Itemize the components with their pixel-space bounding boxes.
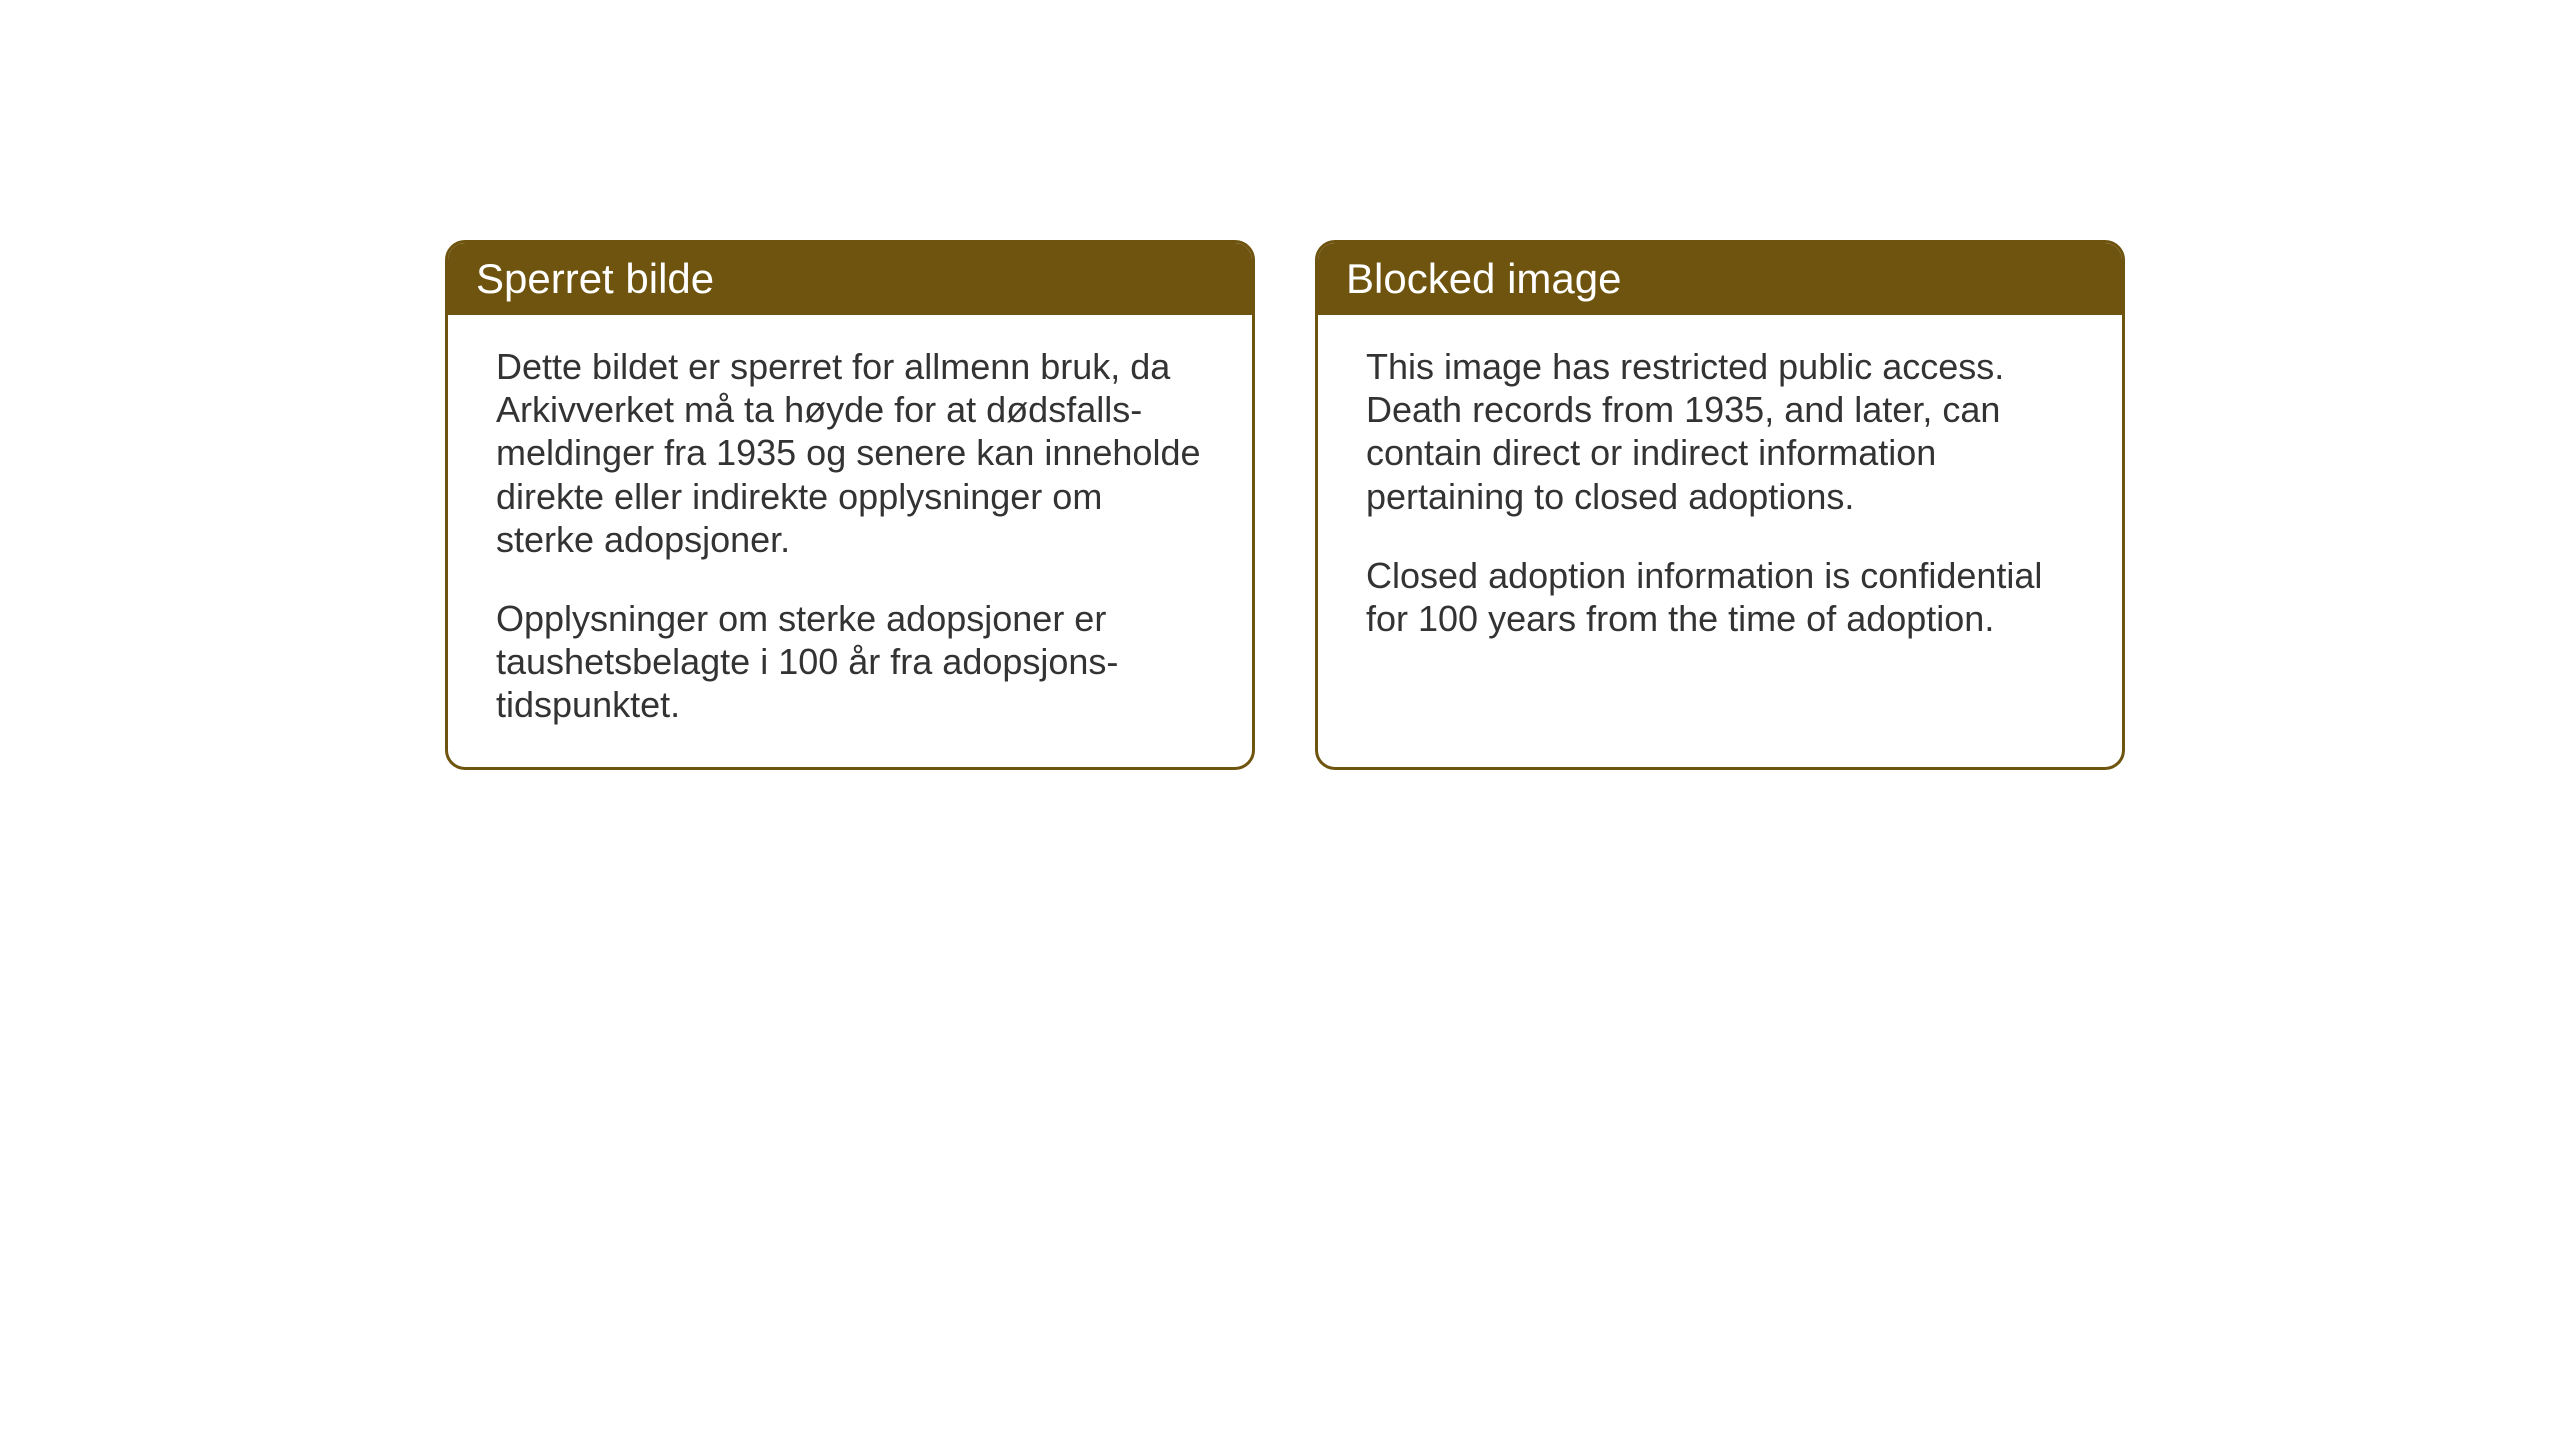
english-paragraph-1: This image has restricted public access.…	[1366, 345, 2074, 518]
norwegian-paragraph-1: Dette bildet er sperret for allmenn bruk…	[496, 345, 1204, 561]
norwegian-card-header: Sperret bilde	[448, 243, 1252, 315]
norwegian-paragraph-2: Opplysninger om sterke adopsjoner er tau…	[496, 597, 1204, 727]
english-paragraph-2: Closed adoption information is confident…	[1366, 554, 2074, 640]
english-card-title: Blocked image	[1346, 255, 1621, 302]
cards-container: Sperret bilde Dette bildet er sperret fo…	[445, 240, 2125, 770]
norwegian-card-body: Dette bildet er sperret for allmenn bruk…	[448, 315, 1252, 767]
english-card-body: This image has restricted public access.…	[1318, 315, 2122, 680]
english-card-header: Blocked image	[1318, 243, 2122, 315]
norwegian-card: Sperret bilde Dette bildet er sperret fo…	[445, 240, 1255, 770]
norwegian-card-title: Sperret bilde	[476, 255, 714, 302]
english-card: Blocked image This image has restricted …	[1315, 240, 2125, 770]
